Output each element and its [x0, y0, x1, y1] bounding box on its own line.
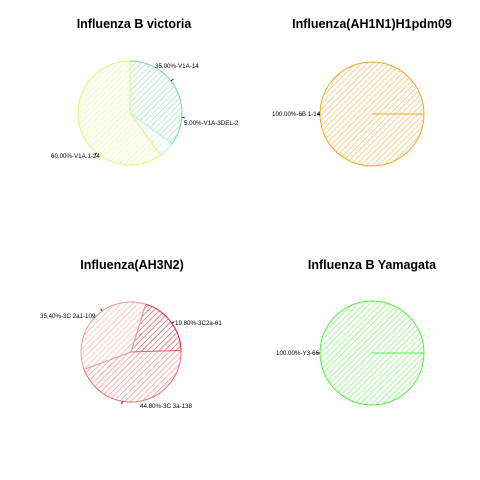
label-leader-line	[170, 78, 174, 82]
pie-slice-label: 100.00%-Y3-66	[276, 350, 320, 357]
pie-panel-influenza-ah1n1: Influenza(AH1N1)H1pdm09 100.00%-6B.1-14	[272, 17, 452, 167]
label-leader-line	[94, 152, 97, 156]
pie-slice-label: 35.40%-3C 2a1-109	[40, 313, 96, 320]
pie-slice	[130, 303, 182, 353]
chart-title: Influenza B Yamagata	[308, 258, 437, 272]
pie-slice-label: 44.80%-3C 3a-138	[140, 403, 192, 410]
chart-title: Influenza(AH1N1)H1pdm09	[292, 17, 452, 31]
pie-slice-label: 60.00%-V1A.1-24	[51, 153, 100, 160]
chart-title: Influenza B victoria	[77, 17, 193, 31]
label-leader-line	[171, 321, 175, 324]
label-leader-line	[121, 401, 123, 405]
pie-slice-label: 100.00%-6B.1-14	[272, 111, 321, 118]
pie-slice-label: 19.80%-3C2a-61	[175, 320, 222, 327]
pie-slice	[83, 349, 182, 403]
pie-slice	[129, 60, 183, 145]
pie-slice-label: 35.00%-V1A-14	[155, 63, 199, 70]
pie-panel-influenza-b-victoria: Influenza B victoria 35.00%-V1A-14 5.00%-…	[51, 17, 239, 166]
pie-slice	[77, 60, 162, 166]
label-leader-line	[100, 308, 103, 312]
pie-slice-label: 5.00%-V1A-3DEL-2	[184, 120, 239, 127]
chart-title: Influenza(AH3N2)	[80, 258, 183, 272]
pie-slice	[80, 301, 147, 371]
pie-panel-influenza-b-yamagata: Influenza B Yamagata 100.00%-Y3-66	[276, 258, 437, 406]
pie-panel-influenza-ah3n2: Influenza(AH3N2) 19.80%-3C2a-61 44.80%-3C…	[40, 258, 222, 410]
